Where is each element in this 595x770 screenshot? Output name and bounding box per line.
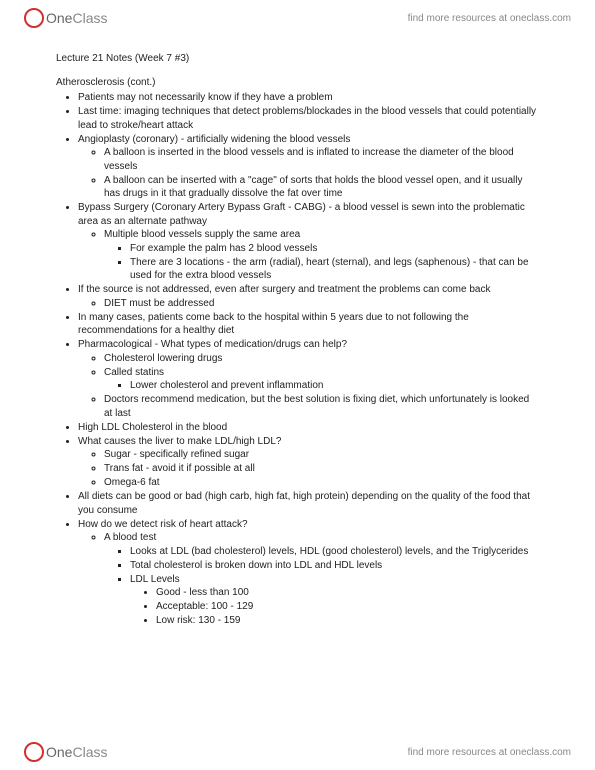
list-text: What causes the liver to make LDL/high L… — [78, 436, 281, 447]
brand-logo[interactable]: OneClass — [24, 8, 107, 28]
list-item: Good - less than 100 — [156, 586, 539, 600]
bullet-list: Patients may not necessarily know if the… — [56, 91, 539, 628]
list-item: In many cases, patients come back to the… — [78, 311, 539, 338]
section-heading: Atherosclerosis (cont.) — [56, 76, 539, 90]
list-item: A balloon is inserted in the blood vesse… — [104, 146, 539, 173]
list-text: Called statins — [104, 367, 164, 378]
list-item: For example the palm has 2 blood vessels — [130, 242, 539, 256]
list-item: DIET must be addressed — [104, 297, 539, 311]
document-body: Lecture 21 Notes (Week 7 #3) Atheroscler… — [0, 36, 595, 668]
list-item: Acceptable: 100 - 129 — [156, 600, 539, 614]
logo-icon — [24, 8, 44, 28]
list-item: High LDL Cholesterol in the blood — [78, 421, 539, 435]
header-tagline[interactable]: find more resources at oneclass.com — [408, 13, 571, 24]
brand-one: One — [46, 10, 72, 26]
list-item: Low risk: 130 - 159 — [156, 614, 539, 628]
list-text: Bypass Surgery (Coronary Artery Bypass G… — [78, 202, 525, 227]
list-item: If the source is not addressed, even aft… — [78, 283, 539, 310]
brand-one: One — [46, 744, 72, 760]
list-text: Multiple blood vessels supply the same a… — [104, 229, 300, 240]
list-text: Angioplasty (coronary) - artificially wi… — [78, 134, 350, 145]
page-title: Lecture 21 Notes (Week 7 #3) — [56, 52, 539, 66]
list-item: Called statins Lower cholesterol and pre… — [104, 366, 539, 393]
list-text: LDL Levels — [130, 574, 180, 585]
list-item: LDL Levels Good - less than 100 Acceptab… — [130, 573, 539, 628]
list-item: Total cholesterol is broken down into LD… — [130, 559, 539, 573]
list-item: Cholesterol lowering drugs — [104, 352, 539, 366]
list-text: A blood test — [104, 532, 156, 543]
list-item: Lower cholesterol and prevent inflammati… — [130, 379, 539, 393]
list-item: A blood test Looks at LDL (bad cholester… — [104, 531, 539, 628]
list-item: There are 3 locations - the arm (radial)… — [130, 256, 539, 283]
list-item: Multiple blood vessels supply the same a… — [104, 228, 539, 283]
brand-class: Class — [72, 744, 107, 760]
list-item: How do we detect risk of heart attack? A… — [78, 518, 539, 628]
list-text: How do we detect risk of heart attack? — [78, 519, 248, 530]
list-item: Sugar - specifically refined sugar — [104, 448, 539, 462]
list-text: Pharmacological - What types of medicati… — [78, 339, 347, 350]
list-item: Last time: imaging techniques that detec… — [78, 105, 539, 132]
brand-class: Class — [72, 10, 107, 26]
list-item: A balloon can be inserted with a "cage" … — [104, 174, 539, 201]
brand-logo-footer[interactable]: OneClass — [24, 742, 107, 762]
footer-tagline[interactable]: find more resources at oneclass.com — [408, 747, 571, 758]
footer-bar: OneClass find more resources at oneclass… — [0, 734, 595, 770]
list-item: Angioplasty (coronary) - artificially wi… — [78, 133, 539, 201]
list-item: Doctors recommend medication, but the be… — [104, 393, 539, 420]
list-item: Patients may not necessarily know if the… — [78, 91, 539, 105]
list-item: Looks at LDL (bad cholesterol) levels, H… — [130, 545, 539, 559]
list-text: If the source is not addressed, even aft… — [78, 284, 490, 295]
list-item: Omega-6 fat — [104, 476, 539, 490]
list-item: Trans fat - avoid it if possible at all — [104, 462, 539, 476]
brand-name: OneClass — [46, 10, 107, 26]
header-bar: OneClass find more resources at oneclass… — [0, 0, 595, 36]
list-item: Pharmacological - What types of medicati… — [78, 338, 539, 420]
list-item: Bypass Surgery (Coronary Artery Bypass G… — [78, 201, 539, 283]
logo-icon — [24, 742, 44, 762]
list-item: What causes the liver to make LDL/high L… — [78, 435, 539, 490]
list-item: All diets can be good or bad (high carb,… — [78, 490, 539, 517]
brand-name: OneClass — [46, 744, 107, 760]
